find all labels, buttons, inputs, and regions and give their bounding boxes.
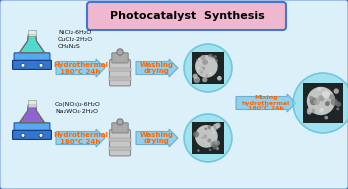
- Circle shape: [293, 73, 348, 133]
- Circle shape: [207, 139, 212, 143]
- Circle shape: [325, 101, 330, 106]
- Circle shape: [307, 110, 312, 115]
- Circle shape: [307, 87, 335, 115]
- Circle shape: [307, 107, 313, 112]
- Circle shape: [310, 98, 318, 105]
- Circle shape: [317, 100, 321, 105]
- Circle shape: [329, 94, 334, 100]
- FancyBboxPatch shape: [109, 138, 131, 141]
- Circle shape: [314, 98, 320, 105]
- Circle shape: [193, 131, 199, 137]
- Circle shape: [217, 76, 222, 81]
- Circle shape: [198, 58, 200, 60]
- FancyBboxPatch shape: [14, 123, 50, 132]
- Circle shape: [309, 96, 313, 100]
- FancyArrow shape: [56, 59, 105, 77]
- Circle shape: [117, 49, 123, 55]
- Text: Hydrothermal
180℃ 24h: Hydrothermal 180℃ 24h: [53, 61, 108, 74]
- Circle shape: [184, 44, 232, 92]
- Circle shape: [209, 72, 212, 74]
- Circle shape: [319, 108, 324, 112]
- Circle shape: [196, 59, 198, 61]
- Circle shape: [21, 63, 25, 67]
- Circle shape: [184, 114, 232, 162]
- FancyBboxPatch shape: [112, 123, 128, 133]
- Circle shape: [336, 102, 341, 107]
- Circle shape: [324, 116, 328, 119]
- Circle shape: [194, 78, 200, 83]
- Circle shape: [202, 143, 204, 145]
- Circle shape: [205, 127, 207, 130]
- Text: Co(NO₃)₂·6H₂O
Na₂WO₄·2H₂O: Co(NO₃)₂·6H₂O Na₂WO₄·2H₂O: [55, 102, 101, 114]
- Circle shape: [205, 74, 208, 77]
- Text: NiCl₂·6H₂O
CuCl₂·2H₂O
CH₄N₂S: NiCl₂·6H₂O CuCl₂·2H₂O CH₄N₂S: [58, 30, 93, 49]
- Bar: [29, 100, 35, 106]
- Circle shape: [211, 126, 215, 130]
- Circle shape: [39, 63, 43, 67]
- Circle shape: [193, 77, 200, 83]
- Text: Washing
drying: Washing drying: [140, 61, 174, 74]
- Bar: [303, 83, 343, 123]
- Circle shape: [212, 131, 215, 134]
- Circle shape: [337, 108, 339, 110]
- Circle shape: [318, 95, 325, 101]
- FancyBboxPatch shape: [109, 77, 131, 80]
- Circle shape: [195, 125, 218, 148]
- Circle shape: [39, 133, 43, 137]
- Text: Hydrothermal
180℃ 24h: Hydrothermal 180℃ 24h: [53, 132, 108, 145]
- Circle shape: [213, 55, 217, 59]
- Circle shape: [213, 124, 219, 130]
- Circle shape: [206, 57, 212, 63]
- Circle shape: [201, 137, 204, 140]
- Circle shape: [197, 67, 199, 69]
- Circle shape: [202, 59, 208, 65]
- Circle shape: [197, 149, 199, 152]
- Circle shape: [331, 98, 338, 106]
- FancyArrow shape: [136, 59, 178, 77]
- Circle shape: [317, 87, 321, 91]
- Circle shape: [208, 54, 213, 59]
- Circle shape: [200, 55, 205, 60]
- FancyBboxPatch shape: [13, 60, 52, 69]
- FancyBboxPatch shape: [110, 60, 130, 86]
- Bar: [192, 52, 224, 84]
- Circle shape: [327, 100, 330, 104]
- Circle shape: [201, 68, 204, 70]
- Circle shape: [200, 70, 204, 74]
- Circle shape: [192, 74, 198, 79]
- Circle shape: [215, 59, 218, 62]
- Circle shape: [333, 88, 339, 94]
- FancyBboxPatch shape: [112, 53, 128, 63]
- Circle shape: [117, 119, 123, 125]
- Circle shape: [195, 55, 218, 78]
- Circle shape: [215, 123, 221, 128]
- FancyArrow shape: [136, 129, 178, 147]
- Circle shape: [21, 133, 25, 137]
- FancyBboxPatch shape: [87, 2, 286, 30]
- Circle shape: [216, 147, 219, 149]
- Circle shape: [209, 57, 213, 60]
- Circle shape: [214, 140, 220, 146]
- FancyBboxPatch shape: [109, 147, 131, 150]
- FancyArrow shape: [56, 129, 105, 147]
- FancyBboxPatch shape: [14, 53, 50, 63]
- Circle shape: [322, 91, 330, 98]
- Circle shape: [202, 77, 207, 82]
- Text: Mixing
hydrothermal
180℃ 24h: Mixing hydrothermal 180℃ 24h: [242, 95, 290, 111]
- Circle shape: [313, 100, 319, 106]
- Circle shape: [212, 144, 218, 150]
- Circle shape: [213, 140, 218, 144]
- FancyBboxPatch shape: [110, 129, 130, 156]
- Circle shape: [207, 125, 212, 129]
- Circle shape: [203, 134, 207, 139]
- Bar: [29, 30, 35, 36]
- Polygon shape: [19, 35, 45, 53]
- FancyArrow shape: [236, 94, 296, 112]
- Circle shape: [201, 138, 205, 141]
- Bar: [192, 122, 224, 154]
- Circle shape: [211, 141, 217, 147]
- Text: Washing
drying: Washing drying: [140, 132, 174, 145]
- Polygon shape: [19, 105, 45, 123]
- Circle shape: [310, 108, 315, 113]
